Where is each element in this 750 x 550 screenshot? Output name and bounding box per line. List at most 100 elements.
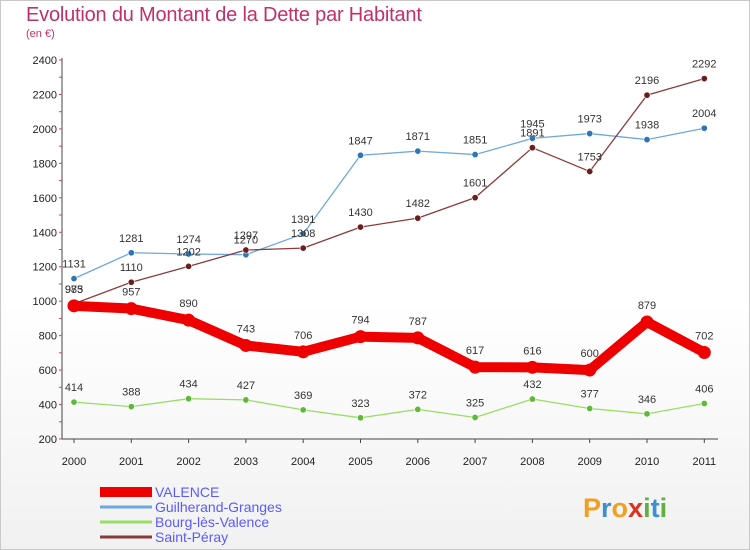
x-tick-label: 2011 — [692, 456, 716, 468]
data-point — [124, 302, 138, 316]
data-point — [643, 91, 651, 99]
brand-letter: i — [643, 493, 651, 523]
legend-label-0: VALENCE — [155, 484, 219, 500]
brand-letter: o — [612, 493, 629, 523]
data-label: 706 — [294, 330, 312, 342]
brand-letter: x — [628, 493, 643, 523]
x-tick-label: 2005 — [348, 456, 372, 468]
chart-title: Evolution du Montant de la Dette par Hab… — [26, 4, 422, 26]
y-tick-label: 200 — [39, 434, 57, 446]
legend-label-1: Guilherand-Granges — [155, 499, 282, 515]
y-tick-label: 1400 — [33, 227, 57, 239]
x-tick-label: 2003 — [234, 456, 258, 468]
brand-letter: i — [660, 493, 668, 523]
data-label: 617 — [466, 345, 484, 357]
series-layer — [67, 75, 711, 422]
data-point — [471, 194, 479, 202]
data-point — [583, 363, 597, 377]
data-label: 388 — [122, 387, 140, 399]
data-label: 2292 — [692, 59, 716, 71]
brand-text: Proxiti — [583, 493, 667, 523]
data-label: 427 — [237, 380, 255, 392]
data-label: 323 — [351, 398, 369, 410]
data-label: 1308 — [291, 228, 315, 240]
x-tick-label: 2009 — [577, 456, 601, 468]
data-point — [185, 395, 193, 403]
data-point — [414, 214, 422, 222]
data-label: 1274 — [176, 234, 200, 246]
data-label: 1871 — [406, 131, 430, 143]
data-point — [185, 262, 193, 270]
data-label: 1281 — [119, 233, 143, 245]
x-tick-label: 2010 — [635, 456, 659, 468]
data-label: 1851 — [463, 135, 487, 147]
data-point — [700, 400, 708, 408]
data-label: 1131 — [62, 259, 86, 271]
data-label: 2004 — [692, 108, 716, 120]
data-label: 1270 — [234, 235, 258, 247]
data-point — [70, 398, 78, 406]
data-point — [468, 360, 482, 374]
data-point — [127, 403, 135, 411]
data-point — [127, 278, 135, 286]
data-label: 377 — [581, 389, 599, 401]
legend-label-3: Saint-Péray — [155, 529, 228, 545]
data-point — [643, 136, 651, 144]
data-point — [697, 346, 711, 360]
data-label: 973 — [65, 284, 83, 296]
data-point — [528, 395, 536, 403]
series-line-3 — [73, 77, 705, 305]
data-label: 346 — [638, 394, 656, 406]
data-label: 890 — [179, 298, 197, 310]
data-point — [643, 410, 651, 418]
data-label: 1938 — [635, 120, 659, 132]
data-point — [586, 167, 594, 175]
data-label: 325 — [466, 397, 484, 409]
data-point — [70, 275, 78, 283]
data-point — [700, 124, 708, 132]
y-tick-label: 400 — [39, 400, 57, 412]
y-tick-label: 1800 — [33, 158, 57, 170]
data-point — [299, 406, 307, 414]
data-point — [525, 360, 539, 374]
data-label: 1110 — [120, 262, 143, 274]
data-point — [586, 405, 594, 413]
data-point — [411, 331, 425, 345]
data-point — [354, 330, 367, 344]
data-point — [185, 250, 193, 258]
data-label: 1753 — [577, 151, 601, 163]
brand-letter: t — [651, 493, 660, 523]
y-tick-label: 1200 — [33, 262, 57, 274]
data-point — [414, 405, 422, 413]
y-tick-label: 600 — [39, 365, 57, 377]
data-point — [296, 345, 310, 359]
data-label: 406 — [695, 384, 713, 396]
series-line-2 — [73, 398, 705, 419]
data-label: 616 — [523, 345, 541, 357]
data-label: 369 — [294, 390, 312, 402]
data-point — [586, 130, 594, 138]
data-label: 794 — [351, 315, 369, 327]
data-label: 1202 — [176, 246, 200, 258]
x-tick-label: 2002 — [176, 456, 200, 468]
data-label: 1847 — [348, 135, 372, 147]
data-point — [700, 75, 708, 83]
data-point — [471, 413, 479, 421]
data-label: 600 — [581, 348, 599, 360]
x-tick-label: 2006 — [406, 456, 430, 468]
data-label: 2196 — [635, 75, 659, 87]
chart-subtitle: (en €) — [26, 28, 55, 40]
data-label: 957 — [122, 287, 140, 299]
data-point — [414, 147, 422, 155]
data-point — [67, 299, 81, 313]
data-point — [299, 230, 307, 238]
y-tick-label: 2000 — [33, 124, 57, 136]
x-tick-label: 2000 — [62, 456, 86, 468]
data-label: 702 — [695, 331, 713, 343]
axes: 200 400 600 800 1000 1200 1400 1600 1800 2000 2200… — [33, 55, 718, 468]
data-point — [471, 151, 479, 159]
data-point — [640, 315, 654, 329]
data-label: 432 — [523, 379, 541, 391]
